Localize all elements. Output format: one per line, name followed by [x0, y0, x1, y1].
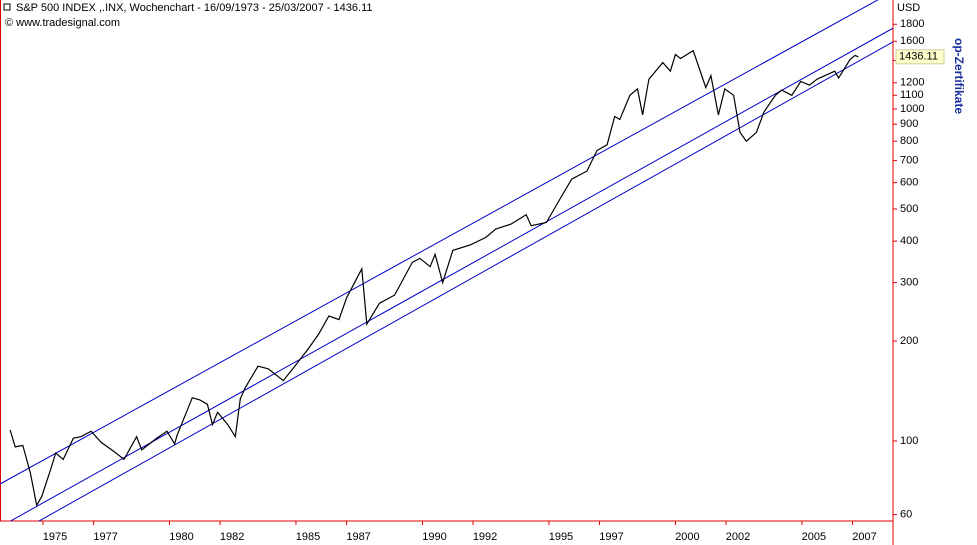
x-tick-label: 1985 — [296, 531, 320, 543]
y-tick-label: 900 — [900, 118, 918, 130]
x-tick-label: 1987 — [346, 531, 370, 543]
y-tick-label: 300 — [900, 276, 918, 288]
chart-title: S&P 500 INDEX ,.INX, Wochenchart - 16/09… — [16, 2, 373, 14]
y-unit: USD — [897, 2, 920, 14]
y-tick-label: 1200 — [900, 77, 924, 89]
x-tick-label: 2005 — [802, 531, 826, 543]
y-tick-label: 60 — [900, 509, 912, 521]
x-tick-label: 1992 — [473, 531, 497, 543]
x-tick-label: 1997 — [599, 531, 623, 543]
x-tick-label: 1995 — [549, 531, 573, 543]
title-icon — [3, 3, 11, 11]
y-tick-label: 800 — [900, 135, 918, 147]
x-tick-label: 1977 — [93, 531, 117, 543]
y-tick-label: 200 — [900, 335, 918, 347]
x-tick-label: 1975 — [43, 531, 67, 543]
x-tick-label: 2007 — [852, 531, 876, 543]
x-tick-label: 2000 — [675, 531, 699, 543]
trend-line — [38, 41, 893, 521]
price-line — [9, 49, 859, 507]
y-tick-label: 100 — [900, 435, 918, 447]
trend-line — [0, 0, 879, 485]
y-tick-label: 1100 — [900, 89, 924, 101]
x-tick-label: 2002 — [726, 531, 750, 543]
x-tick-label: 1990 — [422, 531, 446, 543]
y-tick-label: 1600 — [900, 35, 924, 47]
chart-subtitle: © www.tradesignal.com — [5, 17, 120, 29]
y-tick-label: 500 — [900, 203, 918, 215]
y-tick-label: 400 — [900, 235, 918, 247]
y-tick-label: 700 — [900, 154, 918, 166]
y-tick-label: 600 — [900, 177, 918, 189]
plot-area — [0, 0, 893, 521]
last-value-label: 1436.11 — [899, 51, 938, 63]
y-tick-label: 1800 — [900, 18, 924, 30]
x-tick-label: 1982 — [220, 531, 244, 543]
last-value-box — [895, 49, 945, 65]
side-text: op-Zertifikate — [952, 38, 966, 114]
trend-line — [9, 27, 893, 521]
x-tick-label: 1980 — [169, 531, 193, 543]
y-tick-label: 1000 — [900, 103, 924, 115]
